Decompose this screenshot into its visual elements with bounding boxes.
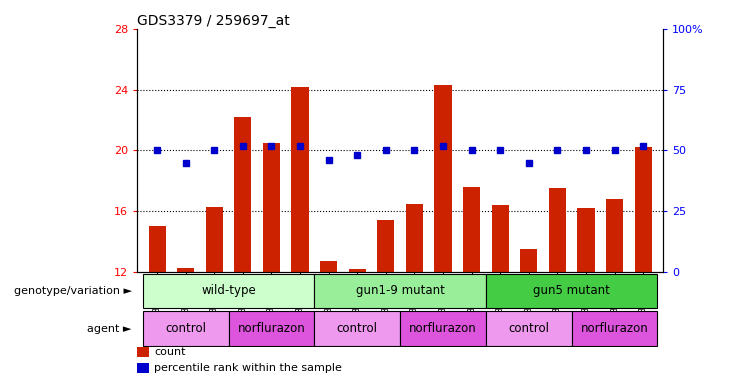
Bar	[606, 199, 623, 272]
Text: gun1-9 mutant: gun1-9 mutant	[356, 285, 445, 297]
Text: norflurazon: norflurazon	[409, 322, 477, 335]
Bar	[634, 147, 652, 272]
Bar	[349, 269, 366, 272]
Text: control: control	[336, 322, 378, 335]
Text: norflurazon: norflurazon	[238, 322, 305, 335]
Text: control: control	[165, 322, 206, 335]
Bar	[228, 311, 314, 346]
Bar	[486, 311, 572, 346]
Text: agent ►: agent ►	[87, 324, 132, 334]
Bar	[406, 204, 423, 272]
Bar	[463, 187, 480, 272]
Bar	[143, 311, 228, 346]
Text: wild-type: wild-type	[202, 285, 256, 297]
Text: count: count	[154, 347, 185, 357]
Bar	[143, 273, 314, 308]
Bar	[263, 143, 280, 272]
Bar	[400, 311, 486, 346]
Bar	[314, 311, 400, 346]
Bar	[137, 363, 149, 372]
Bar	[434, 85, 451, 272]
Bar	[137, 348, 149, 357]
Text: control: control	[508, 322, 549, 335]
Bar	[486, 273, 657, 308]
Bar	[577, 208, 594, 272]
Bar	[572, 311, 657, 346]
Text: GDS3379 / 259697_at: GDS3379 / 259697_at	[137, 14, 290, 28]
Bar	[234, 117, 251, 272]
Text: percentile rank within the sample: percentile rank within the sample	[154, 363, 342, 373]
Bar	[549, 189, 566, 272]
Bar	[520, 249, 537, 272]
Bar	[177, 268, 194, 272]
Bar	[314, 273, 486, 308]
Text: genotype/variation ►: genotype/variation ►	[14, 286, 132, 296]
Bar	[491, 205, 509, 272]
Text: gun5 mutant: gun5 mutant	[534, 285, 610, 297]
Text: norflurazon: norflurazon	[581, 322, 648, 335]
Bar	[291, 86, 309, 272]
Bar	[377, 220, 394, 272]
Bar	[206, 207, 223, 272]
Bar	[320, 262, 337, 272]
Bar	[148, 227, 166, 272]
